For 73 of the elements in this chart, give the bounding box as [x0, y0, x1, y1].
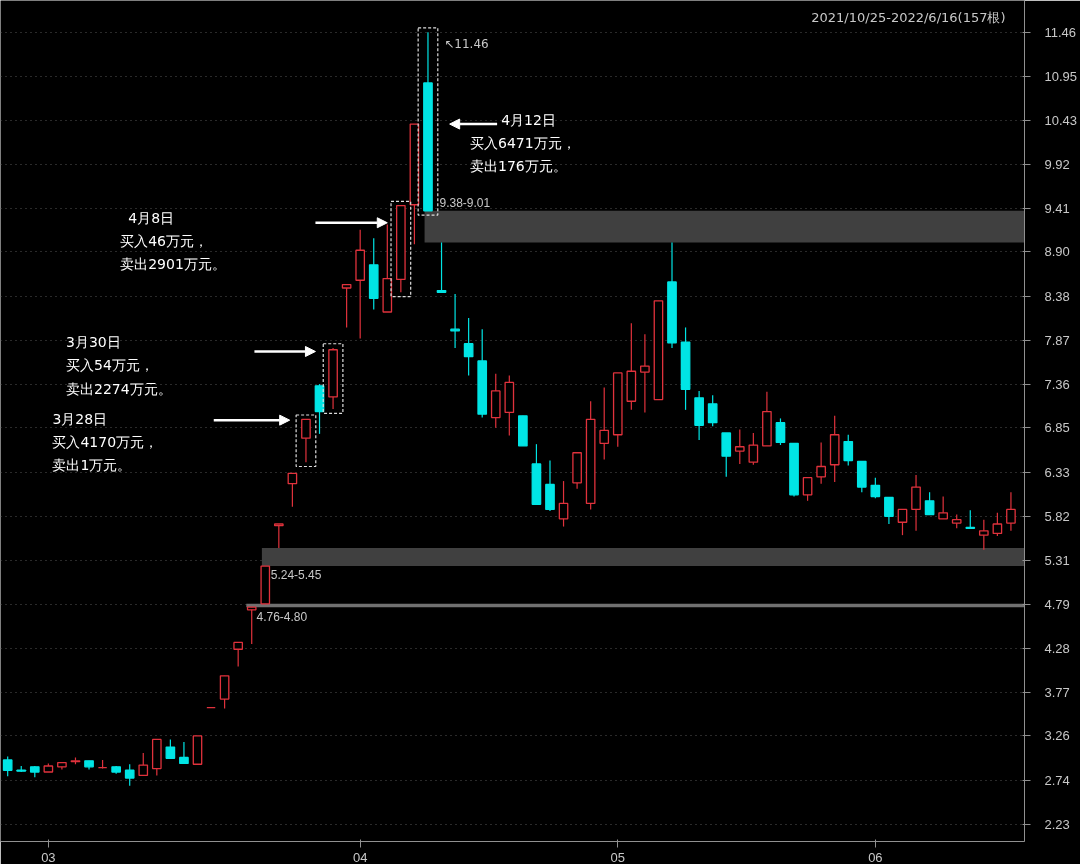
- candlestick: [2, 755, 13, 777]
- annotation: 买入6471万元，: [470, 135, 576, 152]
- candlestick: [124, 763, 135, 787]
- annotation: 3月28日: [52, 410, 108, 427]
- annotation: 4月8日: [128, 209, 175, 226]
- candlestick: [463, 317, 474, 377]
- candlestick: [341, 283, 352, 329]
- y-tick-label: 11.46: [1044, 24, 1077, 40]
- y-tick-label: 4.79: [1044, 597, 1070, 613]
- y-tick-label: 2.23: [1044, 816, 1070, 832]
- y-tick-label: 3.26: [1044, 728, 1070, 744]
- band-label: 5.24-5.45: [270, 568, 322, 583]
- candlestick: [734, 428, 745, 465]
- y-tick-label: 7.36: [1044, 376, 1070, 392]
- candlestick: [897, 508, 908, 536]
- candlestick: [599, 386, 610, 461]
- annotation: 2021/10/25-2022/6/16(157根): [811, 9, 1006, 25]
- candlestick: [802, 476, 813, 502]
- annotation: 买入46万元，: [120, 233, 209, 250]
- y-tick-label: 9.92: [1044, 156, 1070, 172]
- candlestick: [1006, 491, 1016, 532]
- candlestick: [219, 675, 230, 710]
- annotation: 卖出2901万元。: [120, 256, 226, 273]
- y-tick-label: 8.90: [1044, 244, 1070, 260]
- y-tick-label: 4.28: [1044, 640, 1070, 656]
- candlestick: [884, 496, 894, 525]
- y-tick-label: 9.41: [1044, 200, 1070, 216]
- annotation: 卖出2274万元。: [65, 380, 172, 397]
- y-tick-label: 10.43: [1044, 113, 1078, 129]
- x-tick-label: 03: [41, 849, 56, 864]
- annotation: 买入54万元，: [65, 357, 154, 374]
- y-tick-label: 5.82: [1044, 508, 1070, 524]
- y-tick-label: 3.77: [1044, 684, 1070, 700]
- y-tick-label: 10.95: [1044, 68, 1078, 84]
- candlestick: [816, 441, 826, 485]
- candlestick: [843, 434, 854, 467]
- candlestick: [273, 523, 284, 549]
- candlestick: [165, 738, 176, 759]
- candlestick: [707, 394, 718, 427]
- band-label: 4.76-4.80: [256, 610, 308, 625]
- candlestick: [748, 432, 759, 466]
- annotation: ↖11.46: [444, 36, 489, 51]
- candlestick: [965, 509, 976, 529]
- y-tick-label: 6.33: [1044, 464, 1070, 480]
- candlestick: [870, 477, 881, 499]
- candlestick: [179, 741, 189, 765]
- annotation: 3月30日: [65, 334, 121, 351]
- candlestick: [301, 418, 311, 463]
- y-tick-label: 8.38: [1044, 289, 1070, 305]
- candlestick: [233, 641, 244, 668]
- x-tick-label: 04: [352, 849, 368, 864]
- y-tick-label: 2.74: [1044, 773, 1070, 789]
- y-tick-label: 7.87: [1044, 332, 1070, 348]
- candlestick: [640, 333, 650, 414]
- candlestick: [938, 495, 949, 520]
- annotation: 卖出176万元。: [470, 158, 567, 175]
- annotation: 4月12日: [501, 112, 556, 129]
- candlestick: [924, 491, 935, 516]
- annotation: 买入4170万元，: [52, 433, 159, 450]
- candlestick: [436, 241, 447, 293]
- y-tick-label: 5.31: [1044, 552, 1070, 568]
- x-tick-label: 06: [868, 849, 883, 864]
- candlestick: [138, 752, 149, 777]
- band-label: 9.38-9.01: [439, 196, 491, 211]
- candlestick: [978, 519, 989, 551]
- candlestick: [721, 432, 732, 478]
- y-tick-label: 6.85: [1044, 420, 1070, 436]
- candlestick: [775, 417, 786, 446]
- candlestick: [911, 474, 921, 532]
- candlestick: [450, 293, 460, 349]
- candlestick: [992, 512, 1003, 537]
- x-tick-label: 05: [610, 849, 626, 864]
- annotation: 卖出1万元。: [52, 457, 132, 474]
